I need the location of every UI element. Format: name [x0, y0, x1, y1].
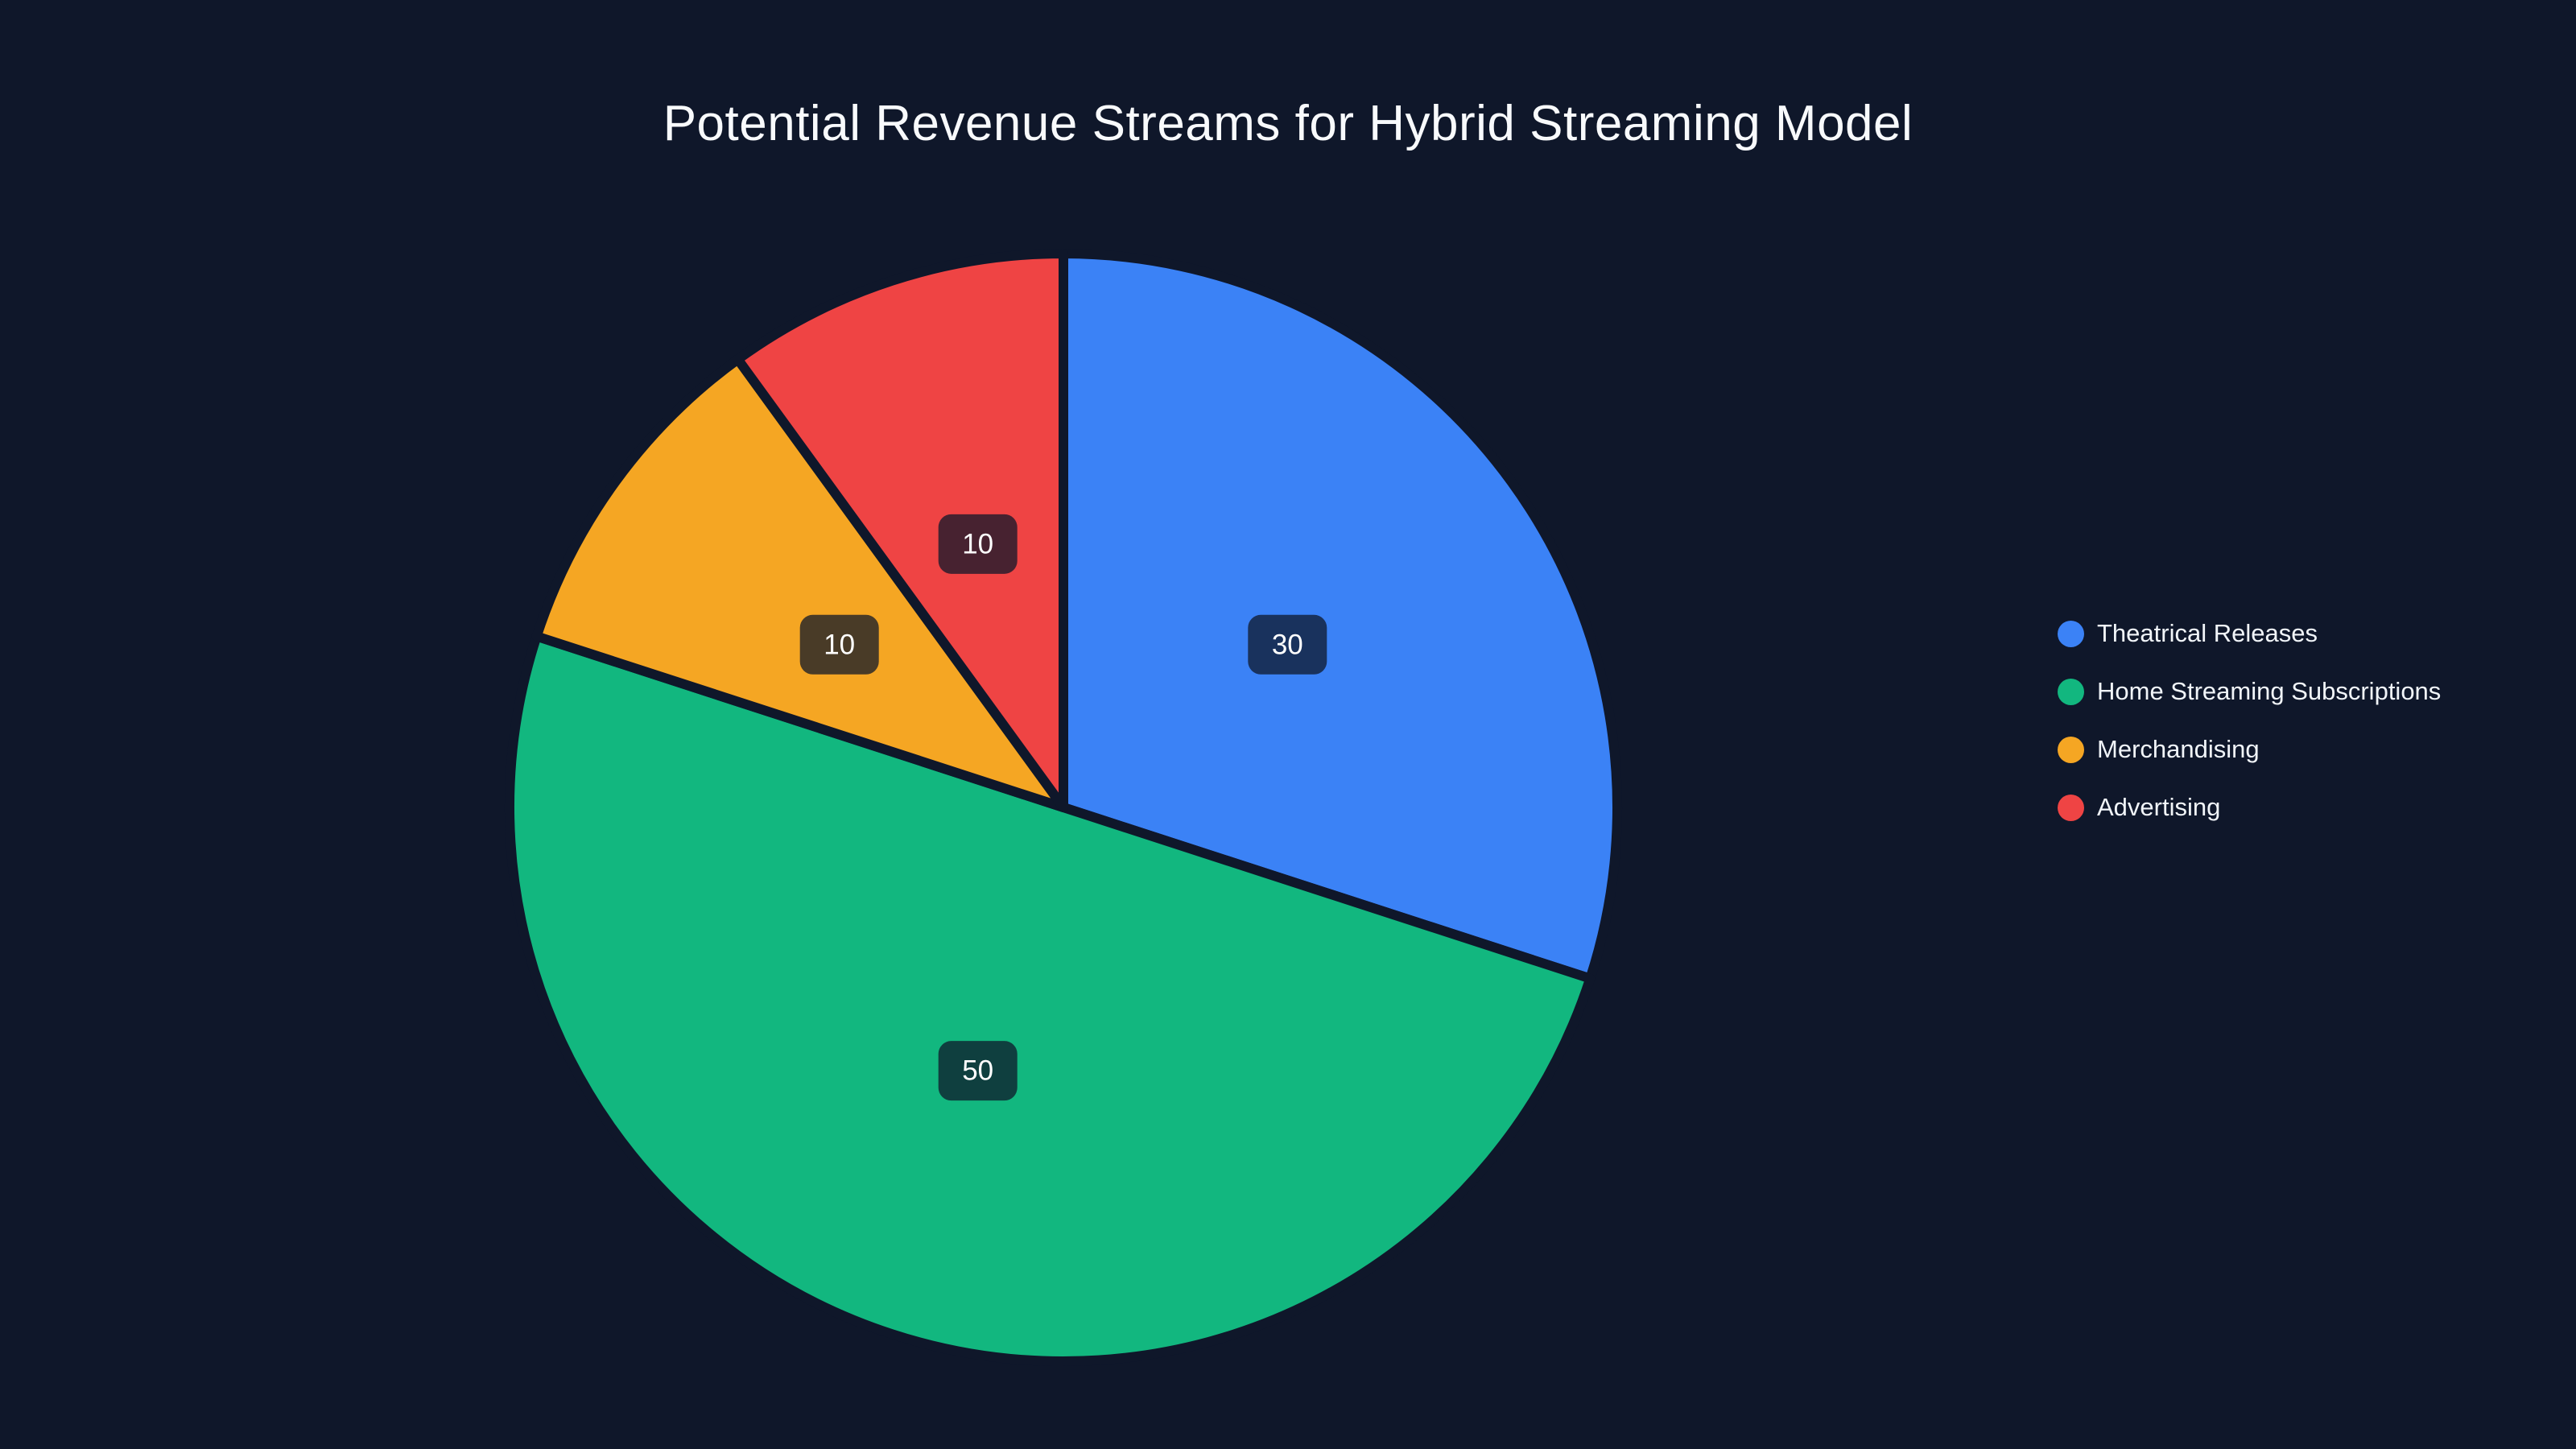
slice-value-label-box: [938, 514, 1018, 574]
slice-value-text: 10: [824, 629, 855, 660]
pie-slice-home-streaming-subscriptions[interactable]: [505, 631, 1596, 1366]
legend-swatch-icon: [2058, 678, 2084, 705]
slice-value-label-box: [938, 1041, 1018, 1101]
legend-label: Theatrical Releases: [2097, 619, 2318, 647]
legend-label: Advertising: [2097, 793, 2221, 821]
legend-item-theatrical-releases[interactable]: Theatrical Releases: [2058, 615, 2441, 652]
slice-value-label: 10: [938, 514, 1018, 574]
pie-slice-advertising[interactable]: [733, 249, 1068, 812]
pie-slice-theatrical-releases[interactable]: [1059, 249, 1623, 984]
legend-item-merchandising[interactable]: Merchandising: [2058, 731, 2441, 768]
pie-slice-merchandising[interactable]: [531, 354, 1068, 812]
legend-label: Home Streaming Subscriptions: [2097, 677, 2442, 705]
legend-swatch-icon: [2058, 620, 2084, 647]
slice-value-label: 30: [1248, 614, 1327, 675]
slice-value-label-box: [799, 614, 879, 675]
slice-value-label: 50: [938, 1041, 1018, 1101]
slice-value-label-box: [1248, 614, 1327, 675]
legend: Theatrical Releases Home Streaming Subscr…: [2058, 615, 2441, 826]
legend-swatch-icon: [2058, 736, 2084, 763]
legend-swatch-icon: [2058, 794, 2084, 821]
legend-item-home-streaming-subscriptions[interactable]: Home Streaming Subscriptions: [2058, 673, 2441, 710]
slice-value-label: 10: [799, 614, 879, 675]
slice-value-text: 50: [962, 1055, 993, 1087]
legend-item-advertising[interactable]: Advertising: [2058, 789, 2441, 826]
legend-label: Merchandising: [2097, 735, 2260, 763]
slice-value-text: 10: [962, 528, 993, 559]
chart-title: Potential Revenue Streams for Hybrid Str…: [663, 96, 1913, 151]
slice-value-text: 30: [1272, 629, 1303, 660]
